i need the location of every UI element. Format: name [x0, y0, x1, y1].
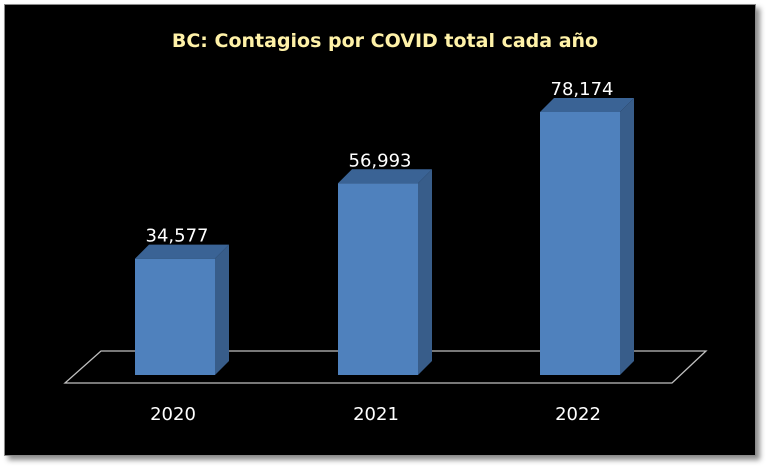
bar-front-face	[135, 258, 215, 375]
chart-title: BC: Contagios por COVID total cada año	[172, 30, 598, 52]
bar-2020	[135, 244, 229, 375]
bar-2021	[338, 169, 432, 375]
labels-layer: 34,577 2020 56,993 2021 78,174 2022	[146, 79, 614, 425]
data-label: 78,174	[551, 79, 614, 100]
x-tick-label: 2020	[150, 404, 196, 425]
bar-top-face	[338, 169, 432, 184]
chart-floor	[63, 350, 708, 384]
x-tick-label: 2021	[353, 404, 399, 425]
bar-top-face	[135, 244, 229, 259]
data-label: 34,577	[146, 226, 209, 247]
bar-2022	[540, 98, 634, 375]
bar-front-face	[338, 183, 418, 375]
bar-side-face	[215, 244, 229, 375]
bar-side-face	[620, 98, 634, 375]
x-tick-label: 2022	[555, 404, 601, 425]
bar-front-face	[540, 112, 620, 375]
bar-side-face	[418, 169, 432, 375]
bar-top-face	[540, 98, 634, 112]
data-label: 56,993	[349, 150, 412, 171]
bars-layer	[135, 98, 634, 375]
